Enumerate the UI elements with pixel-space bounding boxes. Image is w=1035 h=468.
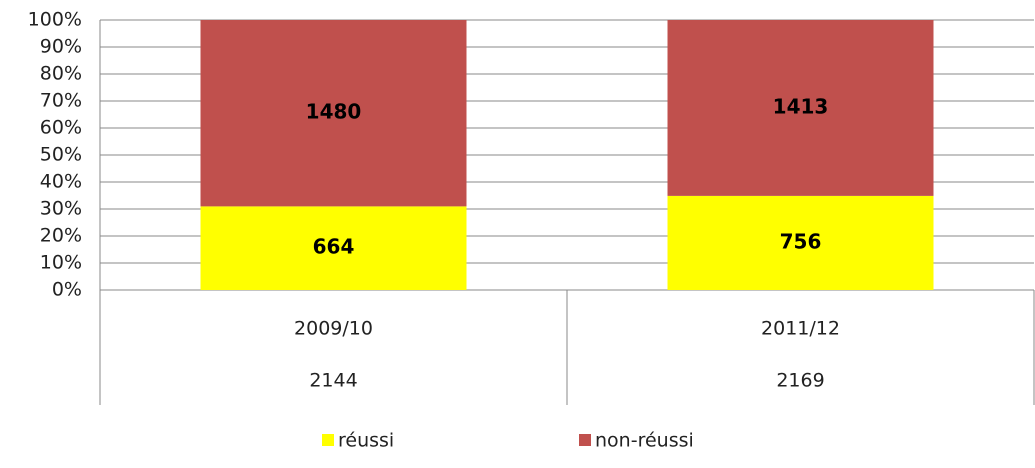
data-label: 1413 — [773, 94, 829, 118]
x-tick-label: 2011/12 — [761, 318, 840, 340]
y-tick-label: 100% — [28, 9, 82, 31]
y-tick-label: 70% — [40, 90, 82, 112]
bar-segment — [667, 195, 934, 290]
y-tick-label: 20% — [40, 225, 82, 247]
bar-segment — [200, 20, 467, 207]
bar-segment — [200, 206, 467, 290]
y-tick-label: 0% — [52, 279, 82, 301]
y-tick-label: 30% — [40, 198, 82, 220]
data-label: 756 — [780, 229, 822, 253]
y-tick-label: 80% — [40, 63, 82, 85]
y-tick-label: 90% — [40, 36, 82, 58]
legend-swatch — [322, 434, 334, 446]
x-tick-label: 2009/10 — [294, 318, 373, 340]
data-label: 1480 — [306, 100, 362, 124]
y-tick-label: 40% — [40, 171, 82, 193]
y-tick-label: 50% — [40, 144, 82, 166]
y-tick-label: 10% — [40, 252, 82, 274]
category-total: 2144 — [309, 370, 357, 392]
legend-label: non-réussi — [595, 430, 694, 452]
bar-segment — [667, 20, 934, 196]
y-tick-label: 60% — [40, 117, 82, 139]
legend-swatch — [579, 434, 591, 446]
legend-label: réussi — [338, 430, 394, 452]
data-label: 664 — [313, 235, 355, 259]
category-total: 2169 — [776, 370, 824, 392]
